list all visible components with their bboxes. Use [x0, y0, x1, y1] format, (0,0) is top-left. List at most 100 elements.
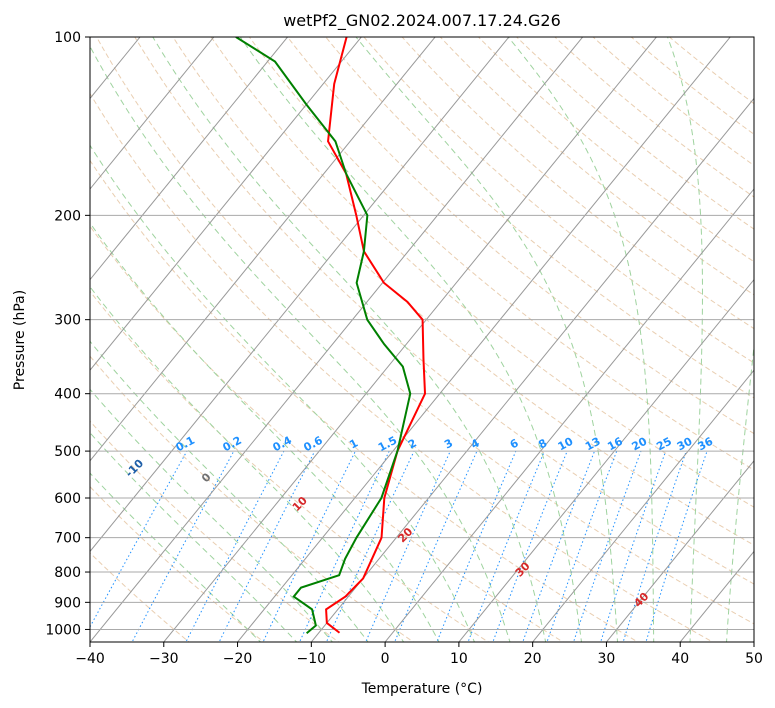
dry-adiabat [134, 37, 754, 585]
isotherm-line [532, 369, 754, 642]
dry-adiabat [90, 159, 639, 642]
dry-adiabat [172, 37, 754, 546]
y-tick-label: 600 [54, 491, 81, 507]
moist-adiabat [90, 45, 511, 642]
moist-adiabat [90, 472, 262, 642]
dry-adiabat [90, 290, 490, 642]
temperature-profile [325, 37, 427, 634]
y-tick-label: 800 [54, 565, 81, 581]
dry-adiabat-label: 30 [513, 559, 533, 579]
mixing-ratio-line [573, 450, 642, 642]
mixing-ratio-line [218, 450, 316, 642]
dry-adiabat [592, 37, 754, 167]
x-tick-label: −30 [149, 651, 179, 667]
mixing-ratio-line [645, 450, 708, 642]
mixing-ratio-label: 16 [605, 435, 625, 454]
mixing-ratio-label: 2 [406, 436, 419, 451]
dry-adiabat [286, 37, 754, 435]
isotherm-line [310, 97, 754, 642]
dry-adiabat [90, 225, 565, 642]
isotherm-line [90, 37, 436, 462]
isotherm-line [90, 37, 510, 553]
y-tick-label: 1000 [45, 622, 81, 638]
mixing-ratio-line [262, 450, 356, 642]
mixing-ratio-label: 4 [469, 436, 482, 451]
isotherm-line [605, 460, 754, 642]
moist-adiabat [90, 340, 369, 642]
moist-adiabat [152, 37, 547, 642]
isotherm-line [753, 641, 754, 642]
dry-adiabat [90, 420, 340, 642]
dry-adiabat [515, 37, 754, 230]
mixing-ratio-line [299, 450, 390, 642]
isotherm-line [163, 37, 658, 642]
y-tick-label: 900 [54, 595, 81, 611]
chart-title: wetPf2_GN02.2024.007.17.24.G26 [283, 11, 561, 31]
mixing-ratio-label: 6 [508, 436, 521, 451]
dewpoint-profile [235, 37, 412, 635]
y-tick-label: 500 [54, 444, 81, 460]
y-axis-label: Pressure (hPa) [12, 290, 28, 390]
dry-adiabat-label: -20 [24, 415, 47, 438]
mixing-ratio-line [436, 450, 517, 642]
x-tick-label: −10 [297, 651, 327, 667]
mixing-ratio-label: 8 [536, 436, 549, 451]
isotherm-line [90, 37, 362, 372]
dry-adiabat [90, 355, 415, 642]
moist-adiabat [90, 286, 405, 642]
isotherm-line [0, 24, 3, 645]
dry-adiabat [90, 92, 714, 642]
reference-lines [90, 37, 754, 642]
dry-adiabat [363, 37, 754, 364]
dry-adiabat [325, 37, 754, 399]
dry-adiabat [477, 37, 754, 263]
x-tick-label: 10 [450, 651, 468, 667]
mixing-ratio-label: 10 [556, 435, 576, 454]
x-tick-label: 20 [524, 651, 542, 667]
dry-adiabat [96, 37, 754, 625]
mixing-ratio-line [325, 450, 415, 642]
mixing-ratio-line [467, 450, 545, 642]
moist-adiabat [90, 432, 298, 642]
moist-adiabat [90, 222, 440, 642]
mixing-ratio-label: 13 [583, 435, 603, 454]
mixing-ratio-label: 25 [654, 435, 674, 454]
isotherm-line [90, 37, 289, 281]
mixing-ratio-label: 36 [696, 435, 716, 454]
x-tick-label: −20 [223, 651, 253, 667]
x-tick-label: 50 [745, 651, 763, 667]
axis-ticks: −40 −30 −20 −10 0 10 20 30 40 50 1000 900 800 700 600 5… [45, 30, 763, 667]
grid [0, 24, 754, 645]
x-tick-label: 0 [381, 651, 390, 667]
isotherm-line [236, 37, 731, 642]
moist-adiabat [667, 37, 703, 642]
dry-adiabat [668, 37, 754, 105]
isotherm-line [679, 550, 754, 642]
x-tick-label: 40 [671, 651, 689, 667]
moist-adiabat [726, 342, 754, 642]
dry-adiabat [554, 37, 754, 198]
y-tick-label: 200 [54, 208, 81, 224]
moist-adiabat [90, 388, 334, 642]
isotherm-line [90, 37, 584, 642]
mixing-ratio-label: 3 [442, 436, 455, 451]
y-tick-label: 300 [54, 313, 81, 329]
mixing-ratio-line [522, 450, 596, 642]
y-tick-label: 400 [54, 387, 81, 403]
series-layer [235, 37, 427, 635]
mixing-ratio-line [546, 450, 618, 642]
dry-adiabat [210, 37, 754, 508]
isotherm-line [458, 278, 754, 642]
x-tick-label: −40 [75, 651, 105, 667]
mixing-ratio-label: 30 [675, 435, 695, 454]
y-tick-label: 700 [54, 531, 81, 547]
isotherm-line [384, 188, 754, 642]
dry-adiabat [90, 485, 265, 642]
x-tick-label: 30 [598, 651, 616, 667]
x-axis-label: Temperature (°C) [361, 681, 483, 697]
isotherm-line [90, 37, 215, 190]
dry-adiabat [248, 37, 754, 471]
mixing-ratio-label: 20 [630, 435, 650, 454]
mixing-ratio-line [600, 450, 667, 642]
